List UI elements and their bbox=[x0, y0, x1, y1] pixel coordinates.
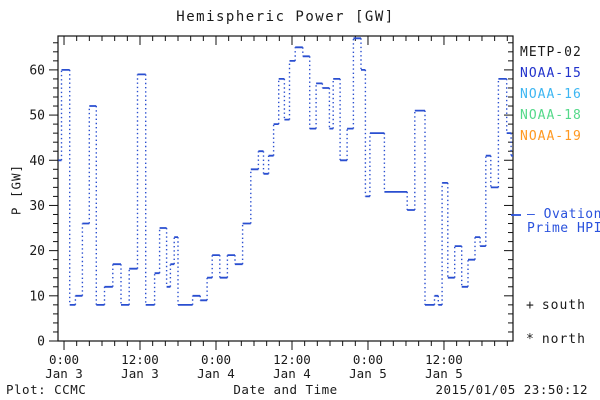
plus-marker-icon: + bbox=[526, 298, 535, 313]
svg-text:20: 20 bbox=[29, 244, 45, 259]
svg-text:0:00: 0:00 bbox=[353, 352, 383, 367]
south-marker-label: south bbox=[541, 298, 586, 313]
svg-text:0:00: 0:00 bbox=[201, 352, 231, 367]
svg-text:0: 0 bbox=[37, 335, 45, 350]
hpi-step-line-horizontals bbox=[58, 37, 513, 306]
svg-text:12:00: 12:00 bbox=[273, 352, 311, 367]
y-axis-title: P [GW] bbox=[8, 163, 24, 216]
svg-text:12:00: 12:00 bbox=[425, 352, 463, 367]
ovation-model-legend: — Ovation Prime HPI bbox=[527, 207, 600, 236]
svg-text:Jan 3: Jan 3 bbox=[45, 366, 83, 381]
svg-text:Jan 5: Jan 5 bbox=[425, 366, 463, 381]
north-marker-label: north bbox=[541, 332, 586, 347]
axes-box bbox=[57, 35, 514, 342]
legend-item-noaa16: NOAA-16 bbox=[520, 87, 582, 102]
svg-text:40: 40 bbox=[29, 154, 45, 169]
legend-item-noaa19: NOAA-19 bbox=[520, 129, 582, 144]
svg-text:Jan 3: Jan 3 bbox=[121, 366, 159, 381]
ovation-legend-line1: — Ovation bbox=[527, 207, 600, 222]
asterisk-marker-icon: * bbox=[526, 332, 535, 347]
svg-text:60: 60 bbox=[29, 63, 45, 78]
ovation-legend-line2: Prime HPI bbox=[527, 220, 600, 236]
svg-text:12:00: 12:00 bbox=[121, 352, 159, 367]
svg-text:10: 10 bbox=[29, 289, 45, 304]
chart-title: Hemispheric Power [GW] bbox=[176, 9, 395, 25]
legend-item-metp02: METP-02 bbox=[520, 45, 582, 60]
svg-text:30: 30 bbox=[29, 199, 45, 214]
north-marker-legend: * north bbox=[526, 332, 586, 347]
svg-text:50: 50 bbox=[29, 109, 45, 124]
legend-item-noaa15: NOAA-15 bbox=[520, 66, 582, 81]
svg-text:0:00: 0:00 bbox=[49, 352, 79, 367]
axis-ticks bbox=[49, 36, 513, 350]
svg-text:Jan 4: Jan 4 bbox=[273, 366, 311, 381]
legend-item-noaa18: NOAA-18 bbox=[520, 108, 582, 123]
plot-credit: Plot: CCMC bbox=[6, 382, 87, 397]
svg-text:Jan 4: Jan 4 bbox=[197, 366, 235, 381]
satellite-legend: METP-02 NOAA-15 NOAA-16 NOAA-18 NOAA-19 bbox=[520, 44, 600, 149]
x-axis-title: Date and Time bbox=[233, 382, 338, 397]
south-marker-legend: + south bbox=[526, 298, 586, 313]
hpi-step-line-verticals bbox=[60, 38, 512, 305]
svg-text:Jan 5: Jan 5 bbox=[349, 366, 387, 381]
plot-timestamp: 2015/01/05 23:50:12 bbox=[435, 382, 588, 397]
